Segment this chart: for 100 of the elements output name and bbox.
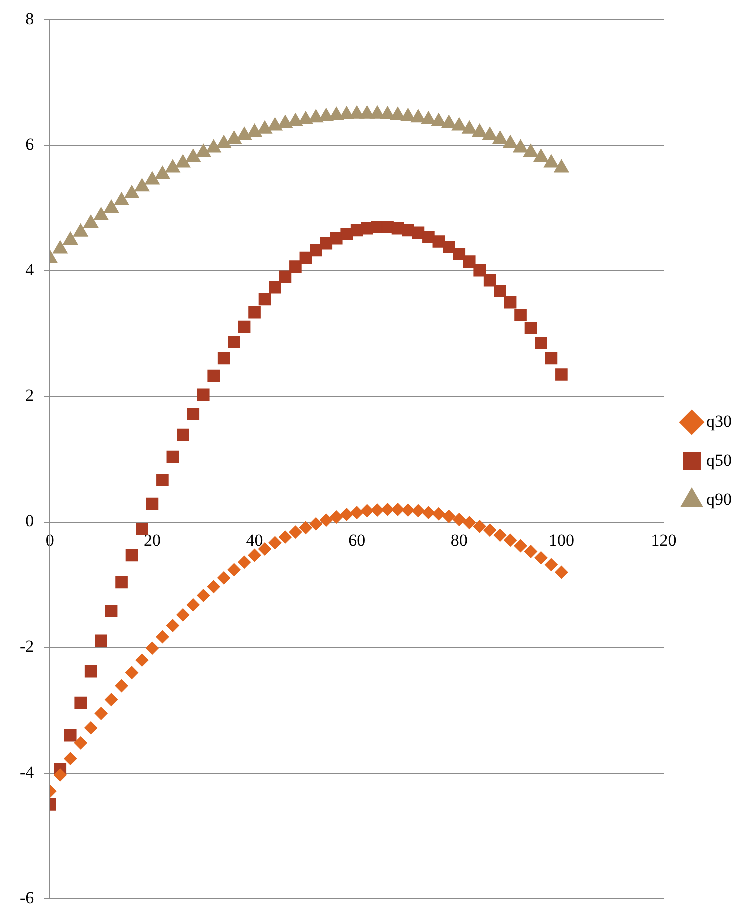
point: [524, 545, 538, 558]
y-tick-label: -4: [20, 762, 35, 782]
point: [402, 504, 415, 517]
point: [206, 140, 222, 153]
point: [288, 113, 304, 126]
point: [534, 149, 549, 162]
point: [105, 693, 118, 706]
point: [340, 508, 354, 522]
point: [64, 729, 77, 742]
point: [126, 666, 139, 680]
point: [524, 144, 538, 158]
point: [186, 149, 201, 162]
point: [392, 503, 405, 516]
x-tick-label: 100: [548, 530, 574, 550]
y-tick-label: -6: [20, 888, 34, 908]
point: [524, 322, 538, 334]
point: [84, 722, 98, 735]
point: [187, 408, 200, 420]
point: [105, 605, 118, 618]
point: [237, 127, 252, 140]
point: [504, 534, 518, 547]
y-tick-label: 0: [26, 512, 34, 531]
point: [350, 106, 365, 119]
point: [370, 106, 385, 119]
point: [492, 130, 508, 144]
point: [74, 696, 88, 710]
point: [554, 160, 570, 173]
point: [474, 264, 486, 277]
point: [268, 118, 283, 131]
point: [73, 224, 88, 237]
point: [94, 208, 109, 221]
point: [360, 504, 374, 518]
point: [473, 520, 486, 534]
point: [146, 498, 159, 510]
point: [52, 240, 68, 254]
point: [330, 510, 344, 524]
point: [350, 506, 364, 520]
point: [400, 108, 416, 122]
point: [146, 642, 159, 655]
point: [197, 388, 210, 402]
point: [155, 166, 170, 180]
x-tick-label: 60: [348, 530, 366, 550]
point: [116, 576, 128, 589]
point: [94, 707, 108, 720]
point: [482, 127, 498, 140]
point: [534, 552, 548, 565]
point: [64, 752, 78, 766]
point: [84, 665, 98, 678]
point: [258, 293, 272, 306]
x-tick-label: 80: [450, 530, 468, 550]
point: [545, 352, 558, 365]
point: [371, 504, 384, 517]
point: [514, 540, 528, 553]
point: [186, 598, 200, 612]
point: [298, 111, 314, 124]
point: [258, 120, 272, 134]
point: [421, 111, 436, 124]
point: [432, 508, 446, 521]
point: [166, 160, 180, 173]
point: [176, 608, 190, 622]
legend-label: q30: [706, 412, 732, 431]
point: [156, 630, 170, 644]
point: [463, 516, 476, 530]
point: [228, 336, 240, 348]
point: [104, 200, 119, 213]
point: [412, 504, 425, 518]
point: [63, 232, 78, 245]
legend-label: q50: [706, 450, 732, 470]
point: [422, 506, 436, 520]
point: [166, 450, 180, 464]
x-tick-label: 40: [246, 530, 264, 550]
point: [177, 428, 190, 442]
point: [248, 306, 261, 319]
x-tick-label: 20: [144, 530, 161, 550]
point: [228, 563, 241, 576]
x-tick-label: 120: [651, 530, 677, 550]
point: [136, 654, 149, 667]
point: [247, 124, 262, 138]
point: [432, 113, 446, 126]
point: [390, 107, 406, 120]
y-tick-label: 6: [26, 135, 34, 154]
y-tick-label: 2: [26, 386, 34, 406]
point: [208, 370, 220, 382]
point: [432, 236, 446, 248]
point: [136, 523, 148, 536]
point: [126, 549, 138, 562]
point: [340, 228, 354, 240]
point: [422, 231, 435, 244]
point: [555, 566, 568, 579]
y-tick-label: -2: [20, 637, 34, 656]
point: [310, 518, 323, 531]
point: [484, 274, 496, 287]
point: [452, 513, 466, 526]
point: [544, 558, 558, 572]
point: [462, 120, 478, 134]
point: [218, 572, 231, 585]
point: [156, 474, 169, 486]
legend-label: q90: [706, 490, 732, 509]
point: [95, 634, 108, 648]
point: [197, 589, 210, 602]
